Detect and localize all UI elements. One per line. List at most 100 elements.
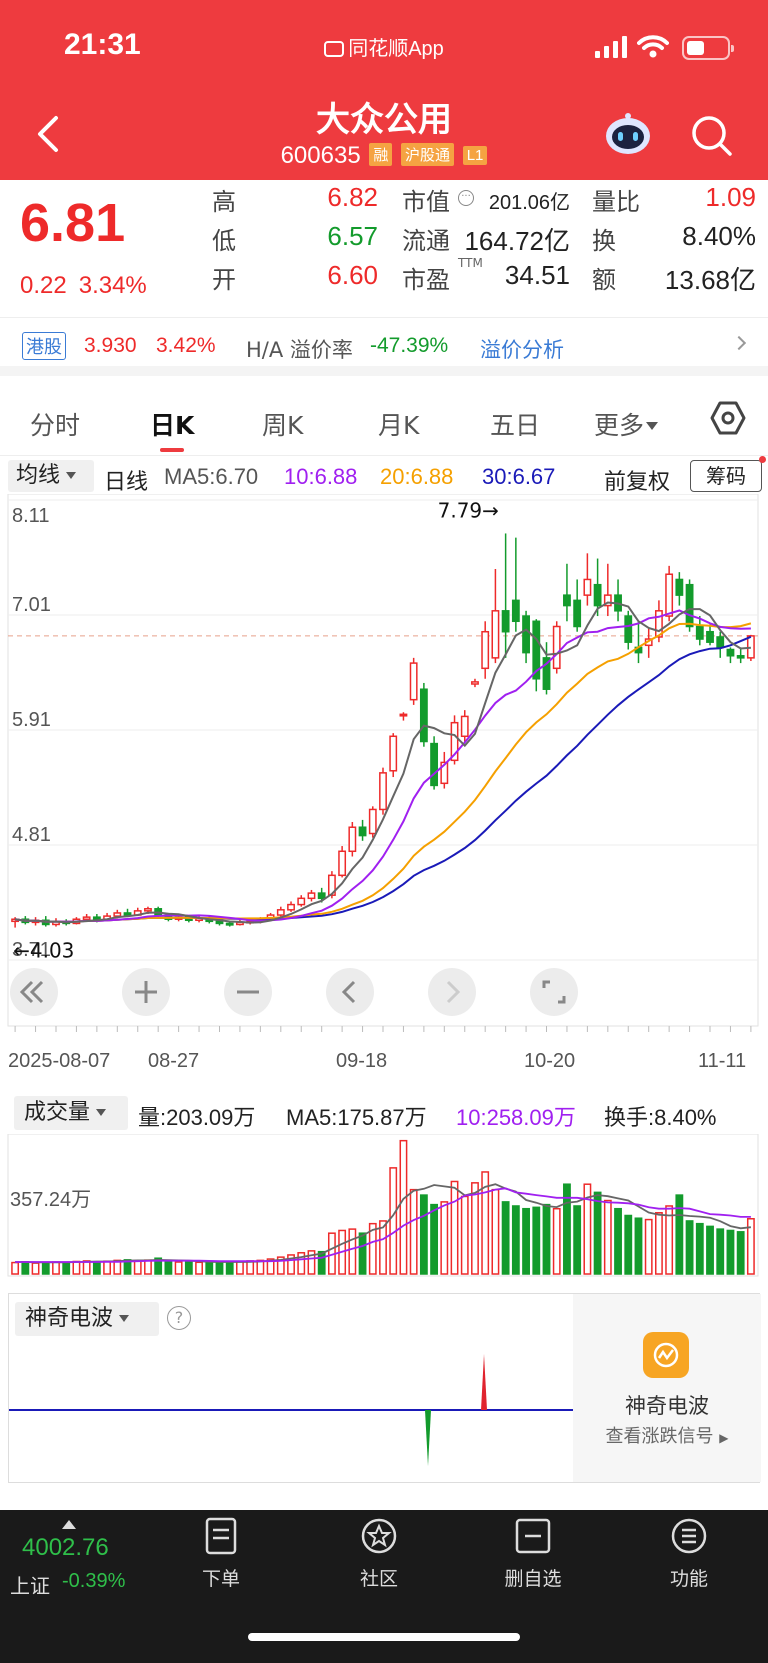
volume-bar bbox=[450, 1180, 459, 1275]
ma5-value: MA5:6.70 bbox=[164, 464, 259, 489]
volume-bar bbox=[215, 1261, 224, 1275]
indicator-select[interactable]: 神奇电波 bbox=[15, 1302, 159, 1336]
index-name: 上证 bbox=[10, 1574, 50, 1598]
double-chevron-left-icon bbox=[19, 980, 44, 1004]
hexagon-settings-icon[interactable] bbox=[710, 400, 746, 436]
candle-body bbox=[675, 578, 684, 596]
candle-body bbox=[501, 610, 510, 633]
indicator-select-label: 神奇电波 bbox=[25, 1306, 114, 1331]
chip-distribution-button[interactable]: 筹码 bbox=[690, 460, 762, 492]
volume-bar bbox=[154, 1257, 163, 1275]
float-label: 流通 bbox=[402, 227, 450, 255]
turnover-value: 8.40% bbox=[682, 221, 756, 251]
status-time: 21:31 bbox=[64, 28, 141, 61]
level-tag: L1 bbox=[462, 146, 488, 165]
tab-intraday[interactable]: 分时 bbox=[30, 411, 81, 440]
y-tick-label: 7.01 bbox=[12, 594, 51, 616]
tab-daily-k[interactable]: 日K bbox=[150, 411, 195, 440]
tab-more[interactable]: 更多 bbox=[594, 406, 659, 442]
quote-panel: 6.81 0.22 3.34% 高 6.82 低 6.57 开 6.60 市值 ·… bbox=[0, 180, 768, 318]
status-app-label: 同花顺App bbox=[348, 38, 444, 60]
volume-bar bbox=[409, 1188, 418, 1275]
volume-bar bbox=[481, 1171, 490, 1275]
remove-watchlist-label: 删自选 bbox=[504, 1568, 562, 1590]
expand-icon bbox=[542, 980, 566, 1004]
volume-ma10: 10:258.09万 bbox=[456, 1105, 576, 1130]
candle-body bbox=[563, 594, 571, 607]
functions-button[interactable]: 功能 bbox=[644, 1516, 734, 1591]
volratio-value: 1.09 bbox=[705, 182, 756, 212]
order-button[interactable]: 下单 bbox=[176, 1516, 266, 1591]
volume-frame bbox=[7, 1134, 759, 1277]
stock-code: 600635 bbox=[280, 142, 361, 169]
candle-body bbox=[685, 583, 694, 628]
signal-promo-card[interactable]: 神奇电波 查看涨跌信号 ▶ bbox=[573, 1294, 761, 1482]
volume-bar bbox=[603, 1199, 612, 1275]
volume-bar bbox=[675, 1194, 684, 1275]
ma-type-select[interactable]: 均线 bbox=[8, 460, 94, 492]
hk-badge: 港股 bbox=[22, 332, 66, 360]
y-tick-label: 5.91 bbox=[12, 709, 51, 731]
more-info-icon[interactable]: ··· bbox=[458, 190, 474, 206]
candle-body bbox=[460, 715, 469, 738]
fullscreen-button[interactable] bbox=[530, 968, 578, 1016]
bottom-bar: 4002.76 上证 -0.39% 下单 社区 删自选 功能 bbox=[0, 1510, 768, 1663]
pe-value: 34.51 bbox=[504, 260, 570, 290]
mktcap-value: 201.06亿 bbox=[488, 192, 570, 214]
volume-bar bbox=[522, 1207, 530, 1275]
candle-body bbox=[532, 620, 541, 680]
candle-body bbox=[573, 599, 582, 628]
date-label: 10-20 bbox=[524, 1050, 576, 1072]
volume-bar bbox=[389, 1167, 398, 1275]
premium-analysis-link[interactable]: 溢价分析 bbox=[480, 338, 564, 362]
volume-bar bbox=[62, 1262, 71, 1275]
amount-label: 额 bbox=[592, 266, 616, 294]
promo-link[interactable]: 查看涨跌信号 ▶ bbox=[573, 1422, 761, 1448]
caret-up-icon[interactable] bbox=[62, 1520, 76, 1529]
kline-chart[interactable]: 8.11 7.01 5.91 4.81 3.71 7.79→ ←4.03 bbox=[0, 494, 768, 1034]
scroll-left-fast-button[interactable] bbox=[10, 968, 58, 1016]
volume-bar bbox=[317, 1250, 326, 1275]
volume-chart[interactable]: 357.24万 bbox=[0, 1134, 768, 1280]
change-pct: 3.34% bbox=[78, 272, 147, 299]
volume-bar bbox=[379, 1220, 387, 1275]
search-button[interactable] bbox=[690, 114, 734, 158]
period-label: 日线 bbox=[104, 470, 149, 495]
volume-bar bbox=[41, 1261, 50, 1275]
scroll-right-button[interactable] bbox=[428, 968, 476, 1016]
volume-indicator-select[interactable]: 成交量 bbox=[14, 1096, 128, 1130]
back-button[interactable] bbox=[30, 112, 66, 156]
volume-bar bbox=[419, 1194, 428, 1275]
volume-bar bbox=[11, 1261, 20, 1275]
ths-app-icon bbox=[324, 41, 345, 57]
zoom-in-button[interactable] bbox=[122, 968, 170, 1016]
community-button[interactable]: 社区 bbox=[334, 1516, 424, 1591]
remove-watchlist-button[interactable]: 删自选 bbox=[488, 1516, 578, 1591]
ha-premium-label: H/A 溢价率 bbox=[246, 338, 353, 362]
chevron-right-icon bbox=[731, 335, 747, 351]
help-icon[interactable]: ? bbox=[167, 1306, 191, 1330]
index-value[interactable]: 4002.76 bbox=[22, 1534, 109, 1561]
candle-body bbox=[706, 630, 714, 643]
pe-label: 市盈 bbox=[402, 266, 450, 294]
order-label: 下单 bbox=[201, 1568, 240, 1590]
tab-five-day[interactable]: 五日 bbox=[490, 411, 541, 440]
robot-assistant-icon[interactable] bbox=[604, 112, 652, 156]
volume-bar bbox=[205, 1260, 214, 1275]
hk-share-row[interactable]: 港股 3.930 3.42% H/A 溢价率 -47.39% 溢价分析 bbox=[0, 318, 768, 376]
volume-bar bbox=[133, 1259, 142, 1275]
tab-monthly-k[interactable]: 月K bbox=[378, 411, 420, 440]
adjust-mode-button[interactable]: 前复权 bbox=[604, 470, 671, 495]
change-amount: 0.22 bbox=[20, 272, 67, 299]
indicator-panel: 神奇电波 ? 神奇电波 查看涨跌信号 ▶ bbox=[8, 1293, 761, 1483]
candle-body bbox=[654, 610, 663, 638]
tab-weekly-k[interactable]: 周K bbox=[262, 411, 304, 440]
zoom-out-button[interactable] bbox=[224, 968, 272, 1016]
low-value: 6.57 bbox=[327, 221, 378, 251]
scroll-left-button[interactable] bbox=[326, 968, 374, 1016]
volume-turnover: 换手:8.40% bbox=[604, 1105, 717, 1130]
volume-bar bbox=[726, 1229, 735, 1275]
candle-body bbox=[317, 892, 326, 900]
candle-body bbox=[113, 912, 122, 917]
candle-body bbox=[358, 826, 367, 837]
